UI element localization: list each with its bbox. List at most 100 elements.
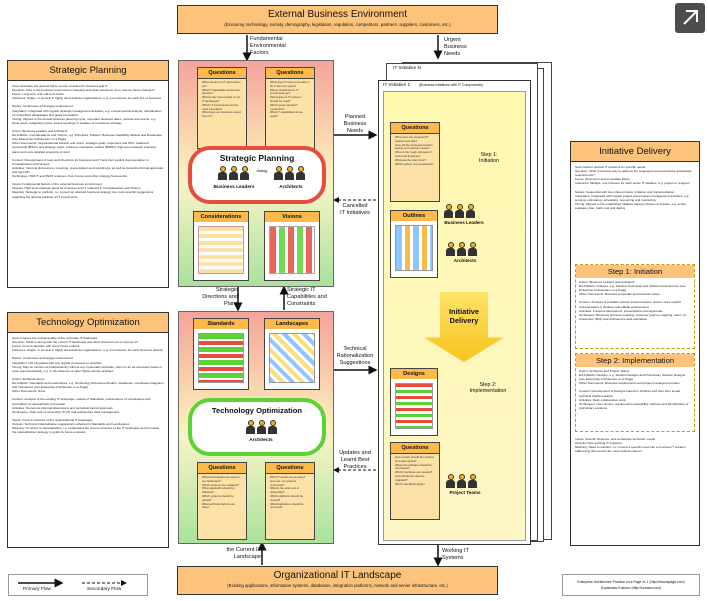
actor-business-leaders: Business Leaders [444, 220, 484, 225]
designs-title: Designs [391, 369, 437, 379]
questions-box-top-right: Questions What does IT have to be able t… [265, 67, 315, 149]
strategic-planning-title: Strategic Planning [8, 61, 168, 81]
external-environment-box: External Business Environment (Economy, … [177, 5, 498, 34]
initiative-1-subtab: (Business initiatives with IT Components… [419, 83, 483, 87]
outlines-thumbnail [395, 225, 433, 271]
project-team-figure [446, 474, 455, 488]
initiative-1-frame: IT Initiative 1 (Business initiatives wi… [378, 80, 531, 545]
architect-figure [257, 420, 266, 434]
questions-lines: What should our IT plans focus on? What … [202, 80, 242, 119]
architect-figure [274, 166, 283, 180]
label-urgent-needs: Urgent Business Needs [444, 37, 467, 57]
label-planned-needs: Planned Business Needs [343, 114, 367, 134]
label-technical-suggestions: Technical Rationalization Suggestions [336, 346, 374, 366]
considerations-thumbnail [198, 226, 244, 274]
actor-project-teams: Project Teams [449, 490, 481, 495]
label-updates-practices: Updates and Learnt Best Practices [339, 450, 371, 470]
visions-title: Visions [265, 212, 319, 222]
questions-box-bottom-right: Questions What IT assets do we have? How… [265, 462, 315, 540]
business-leader-figure [466, 204, 475, 218]
outlines-box: Outlines [390, 210, 438, 278]
visions-thumbnail [269, 226, 315, 274]
questions-title: Questions [198, 463, 246, 474]
technology-optimization-panel: Technology Optimization Goal: Improve th… [7, 312, 169, 548]
initiative-delivery-footer: Inputs: Specific business, and sometimes… [575, 437, 686, 454]
initiative-delivery-panel: Initiative Delivery Goal: Deliver optima… [570, 141, 700, 546]
it-landscape-box: Organizational IT Landscape (Existing ap… [177, 566, 498, 595]
questions-box-bottom-left: Questions What technologies are used in … [197, 462, 247, 540]
architect-figure [268, 420, 277, 434]
designs-box: Designs [390, 368, 438, 436]
technology-optimization-ring: Technology Optimization Architects [188, 398, 326, 456]
visions-box: Visions [264, 211, 320, 281]
label-fundamental-factors: Fundamental Environmental Factors [250, 36, 286, 56]
legend-secondary: Secondary Flow [87, 587, 122, 592]
legend-box: Primary Flow Secondary Flow [8, 574, 148, 596]
designs-thumbnail [395, 383, 433, 429]
step2-panel: Step 2: Implementation Actors: Architect… [575, 353, 695, 432]
strategic-planning-ring: Strategic Planning dialog Business Leade… [188, 146, 326, 204]
business-leader-figure [444, 204, 453, 218]
ring-title: Technology Optimization [211, 406, 303, 415]
initiative-1-body: Questions What does the proposed IT solu… [383, 91, 526, 541]
technology-optimization-title: Technology Optimization [8, 313, 168, 333]
architect-figure [446, 242, 455, 256]
architect-figure [285, 166, 294, 180]
landscapes-thumbnail [269, 333, 315, 383]
architect-figure [296, 166, 305, 180]
credit-line-2: Svyatoslav Kotusev (http://kotusev.com) [600, 586, 662, 590]
questions-lines: What does the proposed IT solution look … [395, 135, 434, 166]
project-team-figure [457, 474, 466, 488]
questions-lines: What IT assets do we have? How are our s… [270, 475, 306, 510]
step1-panel: Step 1: Initiation Actors: Business Lead… [575, 264, 695, 349]
expand-icon [683, 10, 698, 25]
initiative-n-tab: IT Initiative N [393, 66, 421, 71]
outlines-title: Outlines [391, 211, 437, 221]
questions-title: Questions [266, 463, 314, 474]
business-leader-figure [240, 166, 249, 180]
strategic-planning-panel: Strategic Planning Goal: Articulate the … [7, 60, 169, 288]
step2-label: Step 2: Implementation [469, 382, 507, 394]
questions-lines: What does IT have to be able to do in th… [270, 80, 310, 119]
questions-box-top-left: Questions What should our IT plans focus… [197, 67, 247, 149]
business-leader-figure [218, 166, 227, 180]
actor-business-leaders: Business Leaders [213, 185, 255, 190]
credit-line-1: Enterprise Architecture Practice on a Pa… [577, 580, 685, 584]
legend-primary: Primary Flow [23, 587, 51, 592]
external-environment-subtitle: (Economy, technology, society, demograph… [224, 22, 451, 27]
strategic-planning-text: Goal: Articulate the desired future cour… [12, 84, 164, 199]
standards-thumbnail [198, 333, 244, 383]
standards-title: Standards [194, 319, 248, 329]
ring-title: Strategic Planning [219, 153, 295, 163]
step1-text: Actors: Business Leaders and Architects … [579, 280, 687, 321]
step1-label: Step 1: Initiation [478, 152, 500, 164]
external-environment-title: External Business Environment [268, 9, 407, 20]
actor-architects: Architects [249, 438, 273, 443]
it-landscape-subtitle: (Existing applications, information syst… [227, 583, 448, 588]
dialog-label: dialog [256, 168, 268, 173]
strategic-planning-block: Questions What should our IT plans focus… [178, 60, 334, 287]
initiative-delivery-title: Initiative Delivery [571, 142, 699, 162]
considerations-box: Considerations [193, 211, 249, 281]
expand-button[interactable] [675, 3, 705, 33]
label-strategic-directions: Strategic Directions and Plans [202, 287, 238, 307]
standards-box: Standards [193, 318, 249, 390]
initiative-questions-box: Questions What does the proposed IT solu… [390, 122, 440, 202]
project-team-figure [468, 474, 477, 488]
questions-title: Questions [198, 68, 246, 79]
step2-title: Step 2: Implementation [576, 354, 694, 367]
technology-optimization-block: Standards Landscapes Technology Optimiza… [178, 311, 334, 544]
questions-lines: What technologies are used in our landsc… [202, 475, 240, 510]
considerations-title: Considerations [194, 212, 248, 222]
label-strategic-capabilities: Strategic IT Capabilities and Constraint… [287, 287, 327, 307]
initiative-delivery-arrow [424, 292, 504, 362]
actor-architects: Architects [279, 185, 303, 190]
questions-title: Questions [391, 443, 439, 454]
step1-title: Step 1: Initiation [576, 265, 694, 278]
landscapes-box: Landscapes [264, 318, 320, 390]
technology-optimization-text: Goal: Improve the overall quality of the… [12, 336, 164, 435]
initiative-delivery-text: Goal: Deliver optimal IT solutions for s… [575, 165, 692, 210]
initiative-delivery-label: Initiative Delivery [449, 307, 479, 325]
questions-title: Questions [391, 123, 439, 134]
